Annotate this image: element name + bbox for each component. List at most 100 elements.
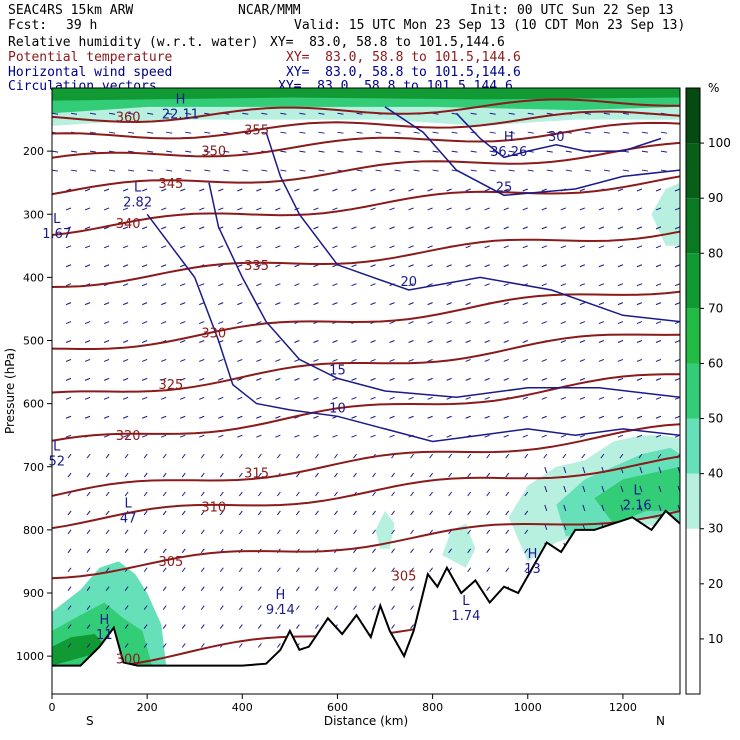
vector-arrow bbox=[370, 434, 376, 438]
vector-arrow bbox=[160, 377, 167, 381]
vector-arrow bbox=[84, 340, 91, 343]
vector-arrow bbox=[276, 586, 281, 591]
colorbar-label: 90 bbox=[708, 191, 723, 205]
vector-arrow bbox=[332, 302, 338, 306]
vector-arrow bbox=[294, 302, 300, 306]
y-tick-label: 800 bbox=[23, 524, 44, 537]
vector-arrow bbox=[162, 624, 167, 629]
vector-arrow bbox=[295, 586, 300, 591]
vector-arrow bbox=[86, 548, 91, 554]
vector-arrow bbox=[503, 226, 509, 230]
vector-arrow bbox=[579, 207, 586, 211]
vector-arrow bbox=[351, 302, 357, 306]
vector-arrow bbox=[408, 377, 414, 381]
vector-arrow bbox=[467, 567, 472, 573]
vector-arrow bbox=[524, 453, 529, 459]
vector-arrow bbox=[185, 150, 192, 153]
vector-arrow bbox=[160, 321, 167, 325]
vector-arrow bbox=[295, 510, 300, 516]
vector-arrow bbox=[598, 321, 605, 325]
vector-arrow bbox=[105, 605, 110, 610]
vector-arrow bbox=[294, 188, 300, 192]
vector-arrow bbox=[579, 245, 586, 249]
vector-arrow bbox=[391, 586, 395, 591]
vector-arrow bbox=[67, 529, 72, 535]
vector-arrow bbox=[180, 415, 186, 419]
vector-arrow bbox=[427, 434, 433, 438]
vector-arrow bbox=[560, 434, 567, 438]
vector-arrow bbox=[200, 586, 205, 591]
vector-arrow bbox=[579, 340, 586, 343]
vector-arrow bbox=[122, 434, 129, 438]
vector-arrow bbox=[598, 264, 605, 268]
vector-arrow bbox=[84, 245, 91, 249]
vector-arrow bbox=[370, 188, 376, 192]
colorbar-segment bbox=[686, 418, 700, 474]
colorbar-frame bbox=[685, 87, 701, 695]
vector-arrow bbox=[641, 150, 649, 153]
vector-arrow bbox=[598, 283, 605, 287]
vector-arrow bbox=[181, 605, 186, 610]
legend-theta-name: Potential temperature bbox=[8, 50, 173, 65]
vector-arrow bbox=[505, 529, 510, 535]
vector-arrow bbox=[52, 207, 53, 209]
vector-arrow bbox=[617, 321, 624, 325]
vector-arrow bbox=[541, 245, 547, 249]
vector-arrow bbox=[124, 624, 129, 629]
vector-arrow bbox=[332, 245, 338, 249]
vector-arrow bbox=[674, 245, 680, 249]
vector-arrow bbox=[219, 624, 224, 629]
vector-arrow bbox=[617, 358, 624, 362]
vector-arrow bbox=[503, 188, 509, 192]
vector-arrow bbox=[180, 207, 186, 211]
vector-arrow bbox=[427, 245, 433, 249]
terrain-fill bbox=[52, 510, 680, 694]
vector-arrow bbox=[181, 643, 186, 648]
vector-arrow bbox=[527, 131, 534, 134]
vector-arrow bbox=[617, 283, 624, 287]
vector-arrow bbox=[389, 245, 395, 249]
theta-contour-label: 335 bbox=[244, 259, 269, 274]
vector-arrow bbox=[67, 605, 72, 610]
vector-arrow bbox=[256, 396, 262, 400]
org-label: NCAR/MMM bbox=[238, 3, 301, 18]
vector-arrow bbox=[257, 586, 262, 591]
vector-arrow bbox=[160, 245, 167, 249]
vector-arrow bbox=[84, 264, 91, 268]
vector-arrow bbox=[503, 415, 509, 419]
vector-arrow bbox=[503, 207, 509, 211]
vector-arrow bbox=[315, 567, 319, 573]
vector-arrow bbox=[432, 131, 439, 134]
vector-arrow bbox=[334, 491, 338, 497]
vector-arrow bbox=[337, 131, 344, 134]
vector-arrow bbox=[86, 605, 91, 610]
vector-arrow bbox=[617, 207, 624, 211]
fcst-label: Fcst: bbox=[8, 18, 48, 33]
vector-arrow bbox=[294, 340, 300, 343]
vector-arrow bbox=[389, 226, 395, 230]
vector-arrow bbox=[410, 605, 414, 610]
vector-arrow bbox=[238, 567, 243, 573]
vector-arrow bbox=[375, 131, 382, 134]
vector-arrow bbox=[410, 567, 414, 573]
vector-arrow bbox=[603, 169, 610, 172]
vector-arrow bbox=[541, 226, 547, 230]
vector-arrow bbox=[256, 264, 262, 268]
vector-arrow bbox=[257, 491, 262, 497]
vector-arrow bbox=[261, 169, 268, 172]
vector-arrow bbox=[337, 150, 344, 153]
vector-arrow bbox=[410, 453, 414, 459]
vector-arrow bbox=[655, 396, 662, 400]
vector-arrow bbox=[408, 358, 414, 362]
vector-arrow bbox=[237, 321, 243, 325]
vector-arrow bbox=[524, 472, 529, 478]
vector-arrow bbox=[105, 548, 110, 554]
vector-arrow bbox=[408, 245, 414, 249]
vector-arrow bbox=[84, 302, 91, 306]
vector-arrow bbox=[128, 112, 135, 115]
vector-arrow bbox=[505, 548, 510, 554]
legend-wind-name: Horizontal wind speed bbox=[8, 65, 173, 80]
vector-arrow bbox=[391, 548, 395, 554]
vector-arrow bbox=[560, 377, 567, 381]
vector-arrow bbox=[219, 586, 224, 591]
